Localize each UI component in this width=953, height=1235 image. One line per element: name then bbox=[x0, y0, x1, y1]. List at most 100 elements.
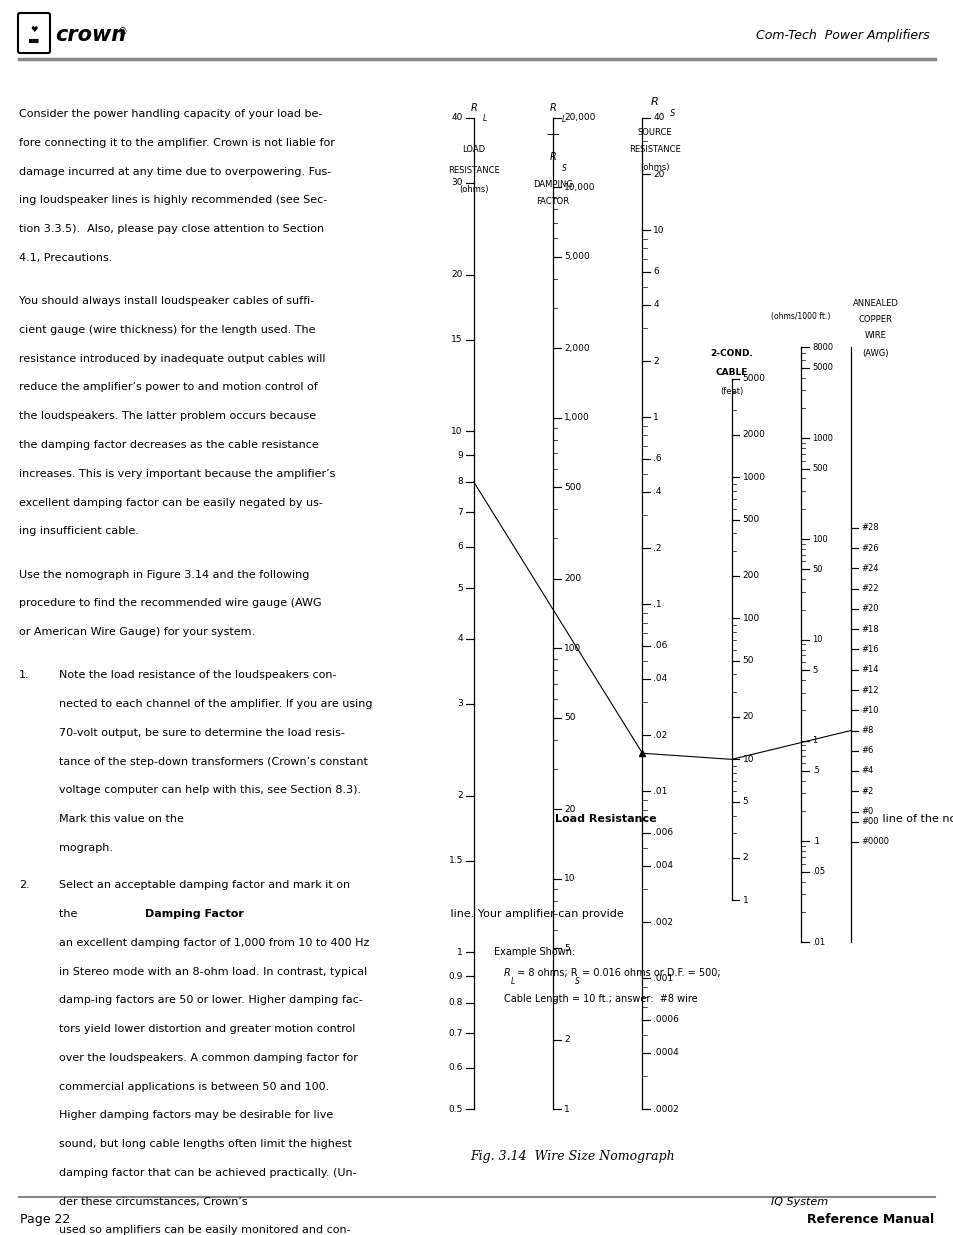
Text: LOAD: LOAD bbox=[461, 146, 485, 154]
Text: = 0.016 ohms or D.F. = 500;: = 0.016 ohms or D.F. = 500; bbox=[578, 968, 720, 978]
Text: 5,000: 5,000 bbox=[563, 252, 589, 261]
Text: over the loudspeakers. A common damping factor for: over the loudspeakers. A common damping … bbox=[58, 1053, 357, 1063]
Text: 100: 100 bbox=[811, 535, 827, 543]
Text: 20: 20 bbox=[563, 805, 575, 814]
Text: .04: .04 bbox=[653, 674, 667, 683]
Text: L: L bbox=[511, 977, 515, 986]
Text: 10: 10 bbox=[563, 874, 575, 883]
Text: RESISTANCE: RESISTANCE bbox=[447, 167, 499, 175]
Text: 40: 40 bbox=[653, 114, 664, 122]
Text: 100: 100 bbox=[741, 614, 760, 622]
Text: cient gauge (wire thickness) for the length used. The: cient gauge (wire thickness) for the len… bbox=[19, 325, 315, 335]
Text: 1000: 1000 bbox=[811, 433, 832, 443]
Text: damp-ing factors are 50 or lower. Higher damping fac-: damp-ing factors are 50 or lower. Higher… bbox=[58, 995, 362, 1005]
Text: tion 3.3.5).  Also, please pay close attention to Section: tion 3.3.5). Also, please pay close atte… bbox=[19, 225, 324, 235]
Text: procedure to find the recommended wire gauge (AWG: procedure to find the recommended wire g… bbox=[19, 598, 321, 609]
Text: increases. This is very important because the amplifier’s: increases. This is very important becaus… bbox=[19, 469, 335, 479]
Text: .4: .4 bbox=[653, 488, 661, 496]
Text: the loudspeakers. The latter problem occurs because: the loudspeakers. The latter problem occ… bbox=[19, 411, 315, 421]
Text: ®: ® bbox=[118, 27, 128, 37]
Text: ing insufficient cable.: ing insufficient cable. bbox=[19, 526, 139, 536]
Text: 200: 200 bbox=[741, 572, 759, 580]
Text: 30: 30 bbox=[451, 178, 462, 188]
Text: #24: #24 bbox=[861, 564, 878, 573]
Text: Cable Length = 10 ft.; answer:  #8 wire: Cable Length = 10 ft.; answer: #8 wire bbox=[503, 994, 697, 1004]
Text: 1: 1 bbox=[456, 947, 462, 957]
Text: Com-Tech  Power Amplifiers: Com-Tech Power Amplifiers bbox=[756, 28, 929, 42]
Text: .006: .006 bbox=[653, 829, 673, 837]
Text: RESISTANCE: RESISTANCE bbox=[628, 146, 680, 154]
Text: 500: 500 bbox=[563, 483, 580, 492]
Text: #6: #6 bbox=[861, 746, 873, 755]
Text: (AWG): (AWG) bbox=[862, 348, 888, 358]
Text: 4: 4 bbox=[456, 635, 462, 643]
Text: .5: .5 bbox=[811, 767, 819, 776]
Text: Load Resistance: Load Resistance bbox=[555, 814, 656, 824]
Text: in Stereo mode with an 8-ohm load. In contrast, typical: in Stereo mode with an 8-ohm load. In co… bbox=[58, 967, 366, 977]
Text: = 8 ohms; R: = 8 ohms; R bbox=[514, 968, 578, 978]
Text: 1.: 1. bbox=[19, 671, 30, 680]
Text: R: R bbox=[650, 98, 658, 107]
Text: ♥: ♥ bbox=[30, 25, 38, 33]
Text: S: S bbox=[669, 109, 675, 117]
Text: 50: 50 bbox=[741, 656, 753, 666]
Text: 1,000: 1,000 bbox=[563, 414, 589, 422]
Text: S: S bbox=[561, 164, 566, 173]
Text: 10: 10 bbox=[811, 635, 821, 645]
Text: #12: #12 bbox=[861, 685, 878, 694]
Text: 10: 10 bbox=[741, 755, 753, 764]
Text: 10: 10 bbox=[653, 226, 664, 235]
Text: 4: 4 bbox=[653, 300, 659, 309]
Text: ANNEALED: ANNEALED bbox=[852, 299, 898, 308]
Text: —: — bbox=[546, 127, 558, 141]
Text: 70-volt output, be sure to determine the load resis-: 70-volt output, be sure to determine the… bbox=[58, 727, 344, 737]
Text: resistance introduced by inadequate output cables will: resistance introduced by inadequate outp… bbox=[19, 353, 325, 364]
Text: 0.6: 0.6 bbox=[448, 1063, 462, 1072]
Text: ing loudspeaker lines is highly recommended (see Sec-: ing loudspeaker lines is highly recommen… bbox=[19, 195, 327, 205]
Text: 50: 50 bbox=[563, 713, 575, 722]
Text: 0.7: 0.7 bbox=[448, 1029, 462, 1037]
Text: 3: 3 bbox=[456, 699, 462, 709]
Text: CABLE: CABLE bbox=[715, 368, 747, 377]
Text: 2: 2 bbox=[653, 357, 659, 366]
Text: .06: .06 bbox=[653, 641, 667, 651]
Text: voltage computer can help with this, see Section 8.3).: voltage computer can help with this, see… bbox=[58, 785, 360, 795]
Text: #10: #10 bbox=[861, 706, 878, 715]
Text: 5: 5 bbox=[456, 584, 462, 593]
Text: the damping factor decreases as the cable resistance: the damping factor decreases as the cabl… bbox=[19, 440, 318, 450]
Text: #0: #0 bbox=[861, 806, 873, 816]
Text: SOURCE: SOURCE bbox=[637, 127, 672, 137]
Text: 4.1, Precautions.: 4.1, Precautions. bbox=[19, 253, 112, 263]
Text: #28: #28 bbox=[861, 524, 878, 532]
Text: 2: 2 bbox=[456, 790, 462, 800]
Text: R: R bbox=[549, 103, 556, 112]
Text: sound, but long cable lengths often limit the highest: sound, but long cable lengths often limi… bbox=[58, 1139, 351, 1149]
Text: 10,000: 10,000 bbox=[563, 183, 595, 191]
Text: 1: 1 bbox=[563, 1104, 569, 1114]
Text: 5: 5 bbox=[563, 944, 569, 952]
Text: Page 22: Page 22 bbox=[20, 1213, 71, 1225]
Text: Reference Manual: Reference Manual bbox=[806, 1213, 933, 1225]
Text: #4: #4 bbox=[861, 767, 873, 776]
Text: IQ System: IQ System bbox=[770, 1197, 827, 1207]
Text: 0.9: 0.9 bbox=[448, 972, 462, 981]
Text: Use the nomograph in Figure 3.14 and the following: Use the nomograph in Figure 3.14 and the… bbox=[19, 569, 309, 579]
Text: Higher damping factors may be desirable for live: Higher damping factors may be desirable … bbox=[58, 1110, 333, 1120]
Text: or American Wire Gauge) for your system.: or American Wire Gauge) for your system. bbox=[19, 627, 255, 637]
Text: 1: 1 bbox=[653, 412, 659, 422]
Text: 1: 1 bbox=[811, 736, 817, 745]
Text: .2: .2 bbox=[653, 543, 661, 552]
Text: tors yield lower distortion and greater motion control: tors yield lower distortion and greater … bbox=[58, 1024, 355, 1034]
Text: .001: .001 bbox=[653, 974, 673, 983]
Text: (ohms): (ohms) bbox=[639, 163, 669, 172]
Text: #8: #8 bbox=[861, 726, 873, 735]
Text: 200: 200 bbox=[563, 574, 580, 583]
Text: 5000: 5000 bbox=[741, 374, 765, 383]
Text: nected to each channel of the amplifier. If you are using: nected to each channel of the amplifier.… bbox=[58, 699, 372, 709]
Text: Damping Factor: Damping Factor bbox=[145, 909, 243, 919]
Text: You should always install loudspeaker cables of suffi-: You should always install loudspeaker ca… bbox=[19, 296, 314, 306]
Text: (ohms): (ohms) bbox=[458, 185, 488, 194]
Text: 0.8: 0.8 bbox=[448, 998, 462, 1008]
Text: 9: 9 bbox=[456, 451, 462, 459]
Text: Mark this value on the: Mark this value on the bbox=[58, 814, 187, 824]
